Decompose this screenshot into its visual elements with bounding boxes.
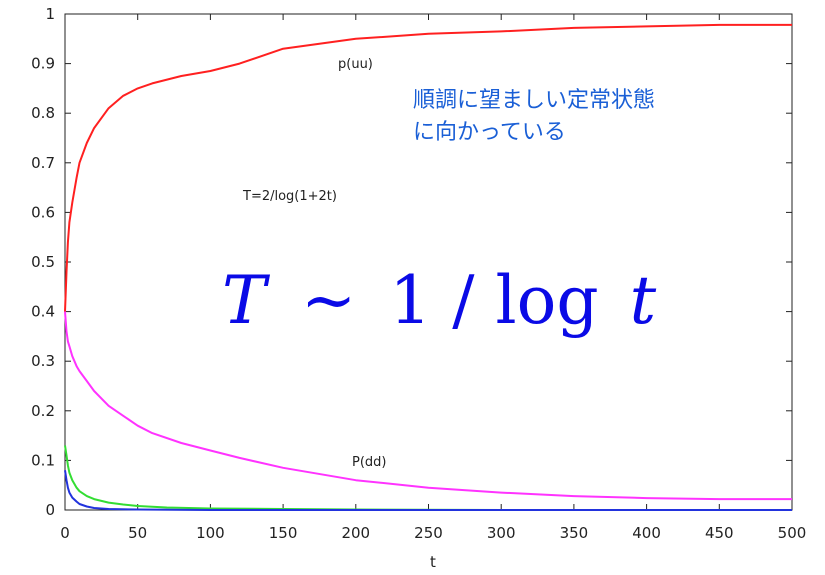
- x-tick-label: 300: [487, 524, 516, 542]
- x-tick-label: 500: [778, 524, 807, 542]
- x-axis-label: t: [430, 553, 436, 571]
- y-tick-label: 0.2: [31, 402, 55, 420]
- y-tick-label: 0.9: [31, 55, 55, 73]
- formula-sim: ~: [301, 262, 356, 339]
- y-tick-label: 0.1: [31, 451, 55, 469]
- x-tick-label: 350: [560, 524, 589, 542]
- annotation-puu: p(uu): [338, 57, 373, 72]
- formula: T ~ 1 / log t: [222, 262, 657, 339]
- y-tick-label: 0.5: [31, 253, 55, 271]
- series-line-2: [64, 445, 792, 511]
- axis-ticks: 0 0.1 0.2 0.3 0.4 0.5 0.6 0.7 0.8 0.9 1 0 50 100 150 20…: [31, 5, 806, 542]
- series-line-1: [64, 311, 792, 501]
- y-tick-label: 0.6: [31, 203, 55, 221]
- x-tick-label: 0: [60, 524, 70, 542]
- series-line-3: [64, 470, 792, 511]
- y-tick-label: 0.4: [31, 303, 55, 321]
- formula-T: T: [222, 262, 271, 339]
- series-line-0: [64, 23, 792, 312]
- series-lines: [64, 23, 792, 511]
- annotation-jp-line2: に向かっている: [413, 120, 566, 145]
- annotation-schedule: T=2/log(1+2t): [242, 189, 337, 204]
- x-tick-label: 400: [632, 524, 661, 542]
- annotation-pdd: P(dd): [352, 455, 387, 470]
- x-tick-label: 250: [414, 524, 443, 542]
- annotation-jp-line1: 順調に望ましい定常状態: [413, 88, 655, 113]
- x-tick-label: 50: [128, 524, 147, 542]
- x-tick-label: 100: [196, 524, 225, 542]
- x-tick-label: 200: [341, 524, 370, 542]
- y-tick-label: 0.7: [31, 154, 55, 172]
- y-tick-label: 0.3: [31, 352, 55, 370]
- formula-rest: 1 / log: [389, 262, 598, 339]
- y-tick-label: 1: [45, 5, 55, 23]
- x-tick-label: 450: [705, 524, 734, 542]
- formula-t: t: [630, 262, 657, 339]
- y-tick-label: 0: [45, 501, 55, 519]
- y-tick-label: 0.8: [31, 104, 55, 122]
- x-tick-label: 150: [269, 524, 298, 542]
